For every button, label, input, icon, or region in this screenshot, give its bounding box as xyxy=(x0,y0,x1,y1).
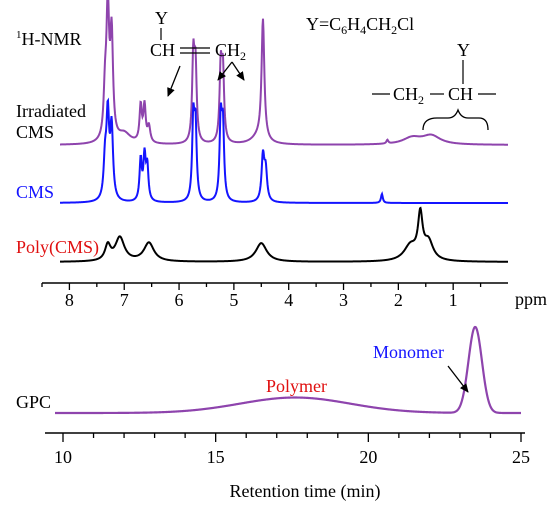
nmr-title: 1H-NMR xyxy=(16,29,82,49)
gpc-tick-label: 10 xyxy=(54,447,72,467)
gpc-annotation-polymer: Polymer xyxy=(266,376,327,396)
gpc-annotation-monomer: Monomer xyxy=(373,342,444,362)
nmr-label-cms: CMS xyxy=(16,182,54,202)
subscript: 2 xyxy=(240,49,246,63)
nmr-tick-label: 5 xyxy=(229,290,238,310)
nmr-series-cms xyxy=(59,97,508,204)
backbone-ch2-label: CH2​ xyxy=(393,84,424,107)
nmr-panel: 8 7 6 5 4 3 2 1 ppm Irradiated CMS CMS Poly(CMS… xyxy=(16,0,547,310)
formula-part: CH xyxy=(393,84,418,104)
gpc-tick-label: 15 xyxy=(207,447,225,467)
formula-part: Y=C xyxy=(306,14,341,34)
formula-part: H xyxy=(347,14,360,34)
nmr-tick-label: 1 xyxy=(449,290,458,310)
nmr-tick-label: 6 xyxy=(175,290,184,310)
nmr-tick-label: 2 xyxy=(394,290,403,310)
formula-part: Cl xyxy=(397,14,414,34)
vinyl-ch2-label: CH2​ xyxy=(215,40,246,63)
gpc-trace xyxy=(55,325,521,415)
y-definition: Y=C6​H4​CH2​Cl xyxy=(306,14,414,37)
gpc-panel: GPC 10 15 20 25 Retention time (min) Polyme… xyxy=(16,325,530,502)
vinyl-y-label: Y xyxy=(155,8,168,28)
formula-part: CH xyxy=(215,40,240,60)
nmr-label-irradiated: Irradiated xyxy=(16,101,86,121)
nmr-x-axis-label: ppm xyxy=(515,289,547,309)
subscript: 6 xyxy=(341,23,347,37)
nmr-title-main: H-NMR xyxy=(22,29,82,49)
nmr-series-poly-cms xyxy=(59,206,508,263)
nmr-title-superscript: 1 xyxy=(16,29,22,41)
arrow-vinyl-ch2-right xyxy=(231,61,245,81)
vinyl-ch2-text: CH2​ xyxy=(215,40,246,63)
gpc-x-axis-label: Retention time (min) xyxy=(230,481,381,502)
gpc-tick-label: 25 xyxy=(512,447,530,467)
arrow-vinyl-ch xyxy=(167,65,181,97)
nmr-label-polycms: Poly(CMS) xyxy=(16,237,99,258)
nmr-tick-label: 7 xyxy=(120,290,129,310)
subscript: 2 xyxy=(418,93,424,107)
subscript: 2 xyxy=(391,23,397,37)
vinyl-ch-label: CH xyxy=(150,40,175,60)
nmr-label-irradiated-cms: CMS xyxy=(16,122,54,142)
nmr-tick-label: 8 xyxy=(65,290,74,310)
nmr-tick-label: 4 xyxy=(284,290,293,310)
nmr-tick-label: 3 xyxy=(339,290,348,310)
subscript: 4 xyxy=(360,23,366,37)
gpc-tick-label: 20 xyxy=(359,447,377,467)
formula-part: CH xyxy=(366,14,391,34)
nmr-x-ticks: 8 7 6 5 4 3 2 1 xyxy=(41,283,482,310)
gpc-monomer-arrow xyxy=(447,365,469,393)
nmr-series-group xyxy=(59,0,508,263)
gpc-title: GPC xyxy=(16,392,51,412)
gpc-x-ticks: 10 15 20 25 xyxy=(54,433,530,467)
backbone-y-label: Y xyxy=(457,40,470,60)
backbone-ch-label: CH xyxy=(448,84,473,104)
backbone-brace xyxy=(422,108,489,131)
nmr-series-irradiated-cms xyxy=(59,0,508,146)
arrow-vinyl-ch2-left xyxy=(217,61,233,81)
